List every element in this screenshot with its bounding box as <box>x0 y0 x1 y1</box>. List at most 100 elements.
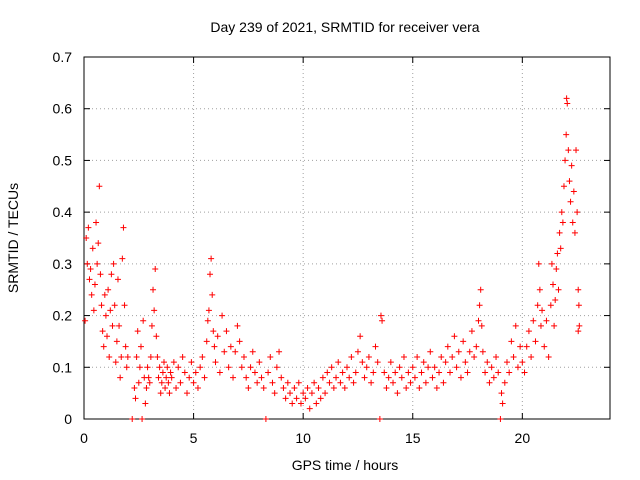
data-point <box>537 322 544 329</box>
data-point <box>282 395 289 402</box>
data-point <box>166 390 173 397</box>
data-point <box>154 353 161 360</box>
data-point <box>164 364 171 371</box>
data-point <box>207 271 214 278</box>
data-point <box>575 286 582 293</box>
data-point <box>240 353 247 360</box>
x-tick-label: 15 <box>405 430 421 446</box>
data-point <box>372 343 379 350</box>
y-tick-labels: 0 0.1 0.2 0.3 0.4 0.5 0.6 0.7 <box>53 49 73 427</box>
data-point <box>232 348 239 355</box>
data-point <box>300 390 307 397</box>
data-point <box>411 374 418 381</box>
data-point <box>475 317 482 324</box>
data-point <box>403 384 410 391</box>
data-point <box>94 260 101 267</box>
data-point <box>129 416 136 422</box>
y-tick-label: 0.2 <box>53 308 73 324</box>
data-point <box>293 395 300 402</box>
data-point <box>438 353 445 360</box>
data-point <box>425 364 432 371</box>
data-point <box>556 229 563 236</box>
data-point <box>548 260 555 267</box>
data-point <box>148 322 155 329</box>
data-point <box>249 348 256 355</box>
data-point <box>335 359 342 366</box>
data-point <box>190 379 197 386</box>
data-point <box>179 353 186 360</box>
data-point <box>90 307 97 314</box>
data-point <box>100 343 107 350</box>
data-point <box>536 286 543 293</box>
data-point <box>258 374 265 381</box>
data-point <box>565 147 572 154</box>
data-point <box>440 379 447 386</box>
data-point <box>304 384 311 391</box>
data-point <box>82 317 89 324</box>
data-point <box>145 374 152 381</box>
data-point <box>251 369 258 376</box>
data-point <box>313 400 320 407</box>
data-point <box>563 95 570 102</box>
data-point <box>162 384 169 391</box>
data-point <box>346 374 353 381</box>
data-point <box>295 379 302 386</box>
data-point <box>407 379 414 386</box>
data-point <box>144 364 151 371</box>
data-point <box>254 379 261 386</box>
data-point <box>197 364 204 371</box>
data-point <box>471 353 478 360</box>
data-point <box>87 266 94 273</box>
chart-title: Day 239 of 2021, SRMTID for receiver ver… <box>210 19 479 35</box>
data-point <box>111 302 118 309</box>
axis-ticks <box>83 56 610 420</box>
data-point <box>521 369 528 376</box>
data-point <box>150 286 157 293</box>
data-point <box>460 338 467 345</box>
data-point <box>177 379 184 386</box>
data-point <box>575 328 582 335</box>
data-point <box>519 359 526 366</box>
data-point <box>297 400 304 407</box>
data-point <box>88 291 95 298</box>
data-point <box>484 359 491 366</box>
data-point <box>113 338 120 345</box>
data-point <box>455 348 462 355</box>
data-point <box>326 379 333 386</box>
data-point <box>374 359 381 366</box>
data-point <box>555 286 562 293</box>
data-point <box>381 369 388 376</box>
data-point <box>328 364 335 371</box>
data-point <box>163 374 170 381</box>
data-point <box>359 359 366 366</box>
data-point <box>554 250 561 257</box>
data-point <box>493 353 500 360</box>
data-point <box>530 317 537 324</box>
data-point <box>168 374 175 381</box>
data-point <box>383 384 390 391</box>
data-point <box>236 338 243 345</box>
data-point <box>143 384 150 391</box>
data-point <box>124 353 131 360</box>
data-point <box>552 297 559 304</box>
data-point <box>291 384 298 391</box>
y-tick-label: 0.3 <box>53 256 73 272</box>
data-point <box>93 219 100 226</box>
data-point <box>256 359 263 366</box>
data-point <box>499 400 506 407</box>
data-point <box>498 390 505 397</box>
data-point <box>348 353 355 360</box>
data-point <box>184 390 191 397</box>
data-point <box>109 322 116 329</box>
data-point <box>110 260 117 267</box>
data-point <box>344 364 350 371</box>
data-point <box>436 369 443 376</box>
data-point <box>482 369 489 376</box>
data-point <box>306 405 313 412</box>
data-point <box>553 266 560 273</box>
data-point <box>324 369 331 376</box>
y-tick-label: 0.1 <box>53 359 73 375</box>
data-point <box>449 353 456 360</box>
